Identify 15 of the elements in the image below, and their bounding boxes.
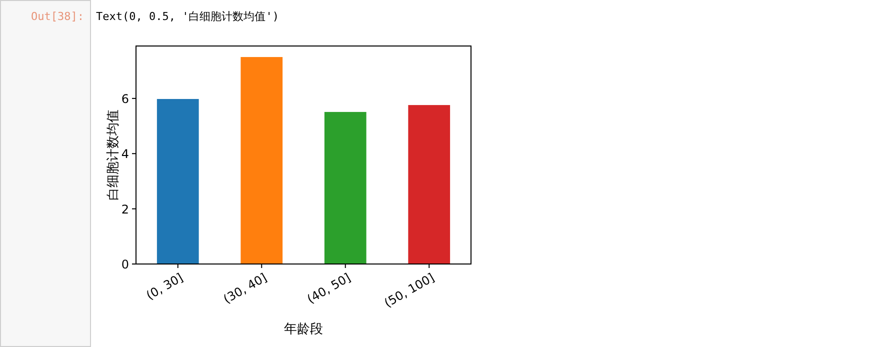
bar bbox=[240, 57, 283, 264]
y-axis-title: 白细胞计数均值 bbox=[106, 110, 121, 200]
y-tick-label: 0 bbox=[121, 258, 129, 272]
y-tick-label: 4 bbox=[121, 147, 129, 162]
x-tick-label: (0, 30] bbox=[144, 270, 186, 303]
bar bbox=[156, 98, 199, 264]
text: Out[38]: bbox=[31, 10, 84, 23]
y-tick-label: 6 bbox=[121, 92, 129, 106]
x-tick-label: (30, 40] bbox=[220, 270, 270, 306]
text: Text(0, 0.5, '白细胞计数均值') bbox=[96, 10, 279, 23]
bar bbox=[408, 105, 450, 264]
y-tick-label: 2 bbox=[121, 202, 129, 216]
bar bbox=[324, 112, 366, 264]
x-tick-label: (40, 50] bbox=[304, 270, 353, 306]
x-axis-title: 年龄段 bbox=[284, 322, 323, 337]
